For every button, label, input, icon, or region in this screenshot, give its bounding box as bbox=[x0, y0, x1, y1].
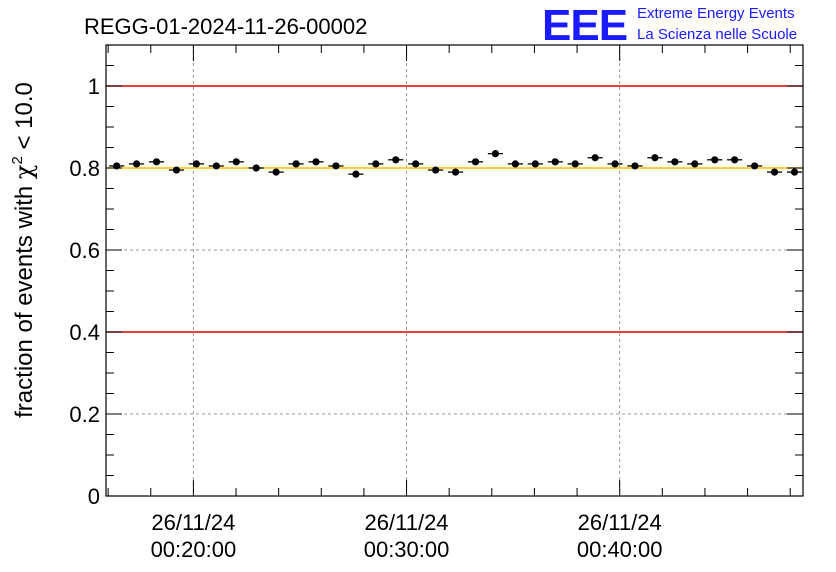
data-point bbox=[711, 156, 719, 164]
data-point bbox=[332, 162, 340, 170]
eee-logo: EEE Extreme Energy Events La Scienza nel… bbox=[542, 1, 797, 50]
x-tick-date-label: 26/11/24 bbox=[578, 510, 662, 535]
data-point bbox=[551, 158, 559, 166]
grid bbox=[106, 45, 803, 496]
data-point bbox=[132, 160, 141, 168]
data-point bbox=[790, 168, 799, 176]
data-point bbox=[691, 160, 699, 168]
data-point bbox=[511, 160, 519, 168]
data-point bbox=[152, 158, 161, 166]
data-point bbox=[432, 166, 440, 174]
y-axis-title: fraction of events with χ2 < 10.0 bbox=[9, 82, 38, 418]
x-tick-date-label: 26/11/24 bbox=[151, 510, 235, 535]
data-point bbox=[192, 160, 201, 168]
tick-labels: 00.20.40.60.8126/11/2400:20:0026/11/2400… bbox=[69, 74, 662, 562]
data-point bbox=[651, 154, 659, 162]
reference-lines bbox=[106, 85, 803, 333]
x-tick-date-label: 26/11/24 bbox=[365, 510, 449, 535]
y-tick-label: 0 bbox=[88, 484, 100, 509]
data-point bbox=[451, 168, 460, 176]
data-point bbox=[272, 168, 280, 176]
logo-line-2: La Scienza nelle Scuole bbox=[637, 26, 797, 43]
data-point bbox=[412, 160, 420, 168]
data-point bbox=[591, 154, 599, 162]
logo-line-1: Extreme Energy Events bbox=[637, 5, 795, 22]
x-tick-time-label: 00:40:00 bbox=[577, 537, 663, 562]
data-point bbox=[292, 160, 300, 168]
data-point bbox=[770, 168, 779, 176]
logo-mark: EEE bbox=[542, 1, 627, 50]
data-point bbox=[212, 162, 220, 170]
x-tick-time-label: 00:30:00 bbox=[364, 537, 450, 562]
data-point bbox=[751, 162, 759, 170]
data-point bbox=[392, 156, 400, 164]
chart-title: REGG-01-2024-11-26-00002 bbox=[84, 14, 367, 39]
data-point bbox=[372, 160, 380, 168]
data-point bbox=[671, 158, 679, 166]
y-tick-label: 0.2 bbox=[69, 402, 100, 427]
plot-frame bbox=[105, 44, 804, 497]
y-tick-label: 1 bbox=[88, 74, 100, 99]
data-points bbox=[109, 150, 803, 178]
x-tick-time-label: 00:20:00 bbox=[151, 537, 237, 562]
data-point bbox=[471, 158, 480, 166]
data-point bbox=[631, 162, 639, 170]
data-point bbox=[252, 164, 260, 172]
axis-ticks bbox=[106, 44, 803, 497]
y-tick-label: 0.4 bbox=[69, 320, 100, 345]
data-point bbox=[731, 156, 739, 164]
data-point bbox=[172, 166, 181, 174]
y-tick-label: 0.8 bbox=[69, 156, 100, 181]
data-point bbox=[352, 170, 360, 178]
data-point bbox=[232, 158, 240, 166]
y-tick-label: 0.6 bbox=[69, 238, 100, 263]
data-point bbox=[312, 158, 320, 166]
data-point bbox=[611, 160, 619, 168]
data-point bbox=[491, 150, 500, 158]
data-point bbox=[571, 160, 579, 168]
data-point bbox=[531, 160, 539, 168]
